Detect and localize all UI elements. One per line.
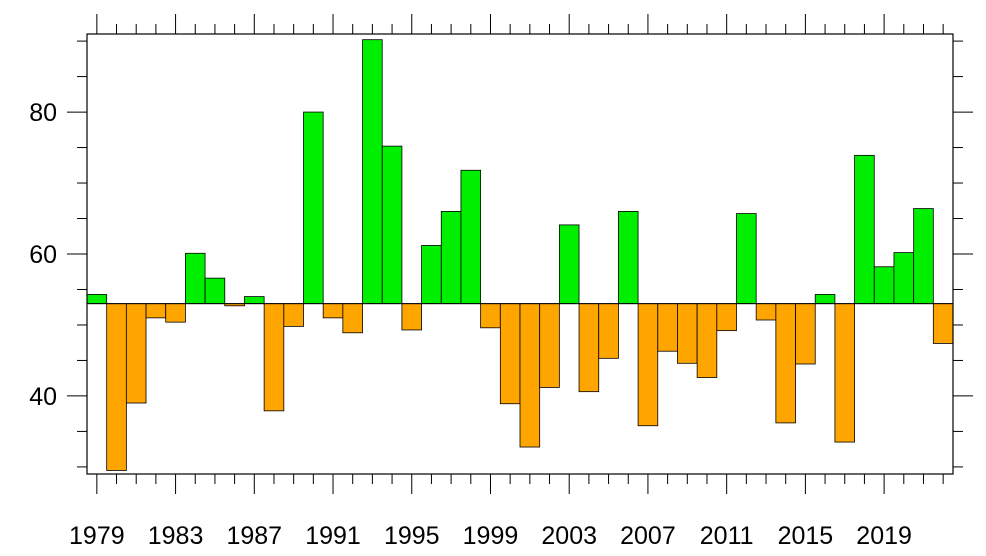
bar-1998 (460, 169, 482, 305)
bar-2010 (696, 303, 718, 378)
bar-2009 (677, 303, 698, 364)
bar-2004 (578, 303, 600, 393)
bar-1979 (86, 294, 108, 305)
x-tick-label-1995: 1995 (384, 522, 440, 550)
bar-2005 (598, 303, 619, 359)
x-tick-label-1983: 1983 (148, 522, 204, 550)
bar-1988 (263, 303, 285, 412)
bar-1980 (106, 303, 127, 471)
bar-1995 (401, 303, 422, 331)
bar-1994 (381, 145, 403, 305)
bar-2019 (873, 266, 895, 305)
bar-2017 (834, 303, 855, 443)
bar-2015 (795, 303, 816, 365)
bars-layer (86, 39, 954, 471)
bar-2008 (657, 303, 678, 352)
x-tick-label-1979: 1979 (69, 522, 125, 550)
bar-2016 (814, 294, 836, 305)
bar-2011 (716, 303, 737, 332)
x-tick-label-1999: 1999 (463, 522, 519, 550)
bar-2014 (775, 303, 796, 424)
bar-2021 (913, 208, 934, 305)
bar-1985 (204, 277, 226, 305)
bar-2012 (736, 213, 757, 305)
x-tick-label-2019: 2019 (856, 522, 912, 550)
x-tick-label-1991: 1991 (305, 522, 361, 550)
bar-1997 (440, 211, 462, 305)
bar-1990 (303, 111, 324, 305)
bar-2020 (893, 252, 915, 305)
bar-1982 (145, 303, 167, 319)
bar-2022 (932, 303, 954, 344)
bar-1992 (342, 303, 363, 334)
bar-1987 (244, 296, 265, 305)
bar-1996 (421, 245, 442, 305)
bar-2002 (539, 303, 560, 388)
bar-2006 (618, 211, 639, 305)
bar-1999 (480, 303, 501, 329)
y-tick-label-60: 60 (29, 241, 57, 269)
axis-ticks (67, 14, 973, 494)
bar-2013 (755, 303, 777, 321)
bar-1984 (185, 252, 206, 305)
x-tick-label-1987: 1987 (226, 522, 282, 550)
y-tick-label-40: 40 (29, 383, 57, 411)
x-tick-label-2007: 2007 (620, 522, 676, 550)
bar-1993 (362, 39, 383, 305)
bar-1983 (165, 303, 186, 323)
bar-2007 (637, 303, 659, 427)
bar-2001 (519, 303, 541, 448)
bar-1981 (125, 303, 147, 404)
bar-2000 (499, 303, 521, 405)
y-tick-label-80: 80 (29, 99, 57, 127)
bar-2003 (558, 224, 580, 305)
bar-1991 (322, 303, 344, 319)
tick-labels: 1979 1983 1987 1991 1995 1999 2003 2007 2011 2015… (29, 99, 912, 550)
bar-1989 (283, 303, 304, 327)
x-tick-label-2003: 2003 (541, 522, 597, 550)
x-tick-label-2015: 2015 (778, 522, 834, 550)
x-tick-label-2011: 2011 (700, 522, 754, 550)
bar-2018 (854, 154, 875, 305)
